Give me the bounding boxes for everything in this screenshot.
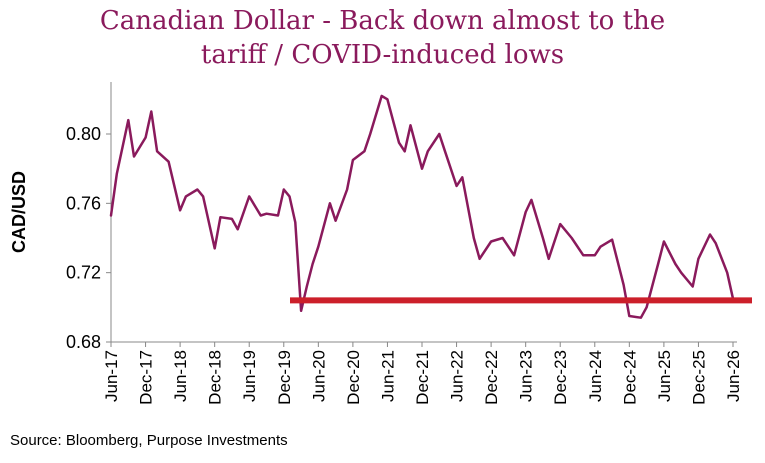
chart-title-line2: tariff / COVID-induced lows (200, 40, 565, 70)
x-tick-label: Jun-19 (240, 350, 259, 402)
x-tick-label: Dec-17 (137, 350, 156, 405)
x-tick-label: Jun-23 (517, 350, 536, 402)
x-tick-label: Jun-17 (102, 350, 121, 402)
x-tick-label: Dec-23 (551, 350, 570, 405)
y-tick-label: 0.68 (66, 332, 101, 352)
y-tick-label: 0.76 (66, 193, 101, 213)
x-tick-label: Jun-26 (724, 350, 743, 402)
x-tick-label: Jun-25 (655, 350, 674, 402)
x-tick-label: Jun-20 (309, 350, 328, 402)
x-tick-label: Dec-22 (482, 350, 501, 405)
chart-title: Canadian Dollar - Back down almost to th… (0, 4, 765, 72)
x-tick-label: Dec-24 (620, 350, 639, 405)
y-axis-label: CAD/USD (9, 171, 29, 253)
x-tick-label: Jun-21 (378, 350, 397, 402)
y-tick-label: 0.72 (66, 263, 101, 283)
x-tick-label: Jun-24 (586, 350, 605, 402)
x-tick-label: Dec-21 (413, 350, 432, 405)
x-tick-label: Dec-19 (275, 350, 294, 405)
x-tick-label: Jun-22 (448, 350, 467, 402)
cad-usd-series-line (109, 94, 735, 319)
y-tick-label: 0.80 (66, 124, 101, 144)
cad-usd-chart: 0.68 0.72 0.76 0.80 CAD/USD Jun-17 Dec-17 Jun-1… (9, 82, 752, 405)
x-tick-label: Jun-18 (171, 350, 190, 402)
x-tick-label: Dec-18 (206, 350, 225, 405)
source-note: Source: Bloomberg, Purpose Investments (10, 432, 288, 449)
x-tick-label: Dec-25 (689, 350, 708, 405)
chart-title-line1: Canadian Dollar - Back down almost to th… (99, 6, 666, 36)
x-tick-label: Dec-20 (344, 350, 363, 405)
